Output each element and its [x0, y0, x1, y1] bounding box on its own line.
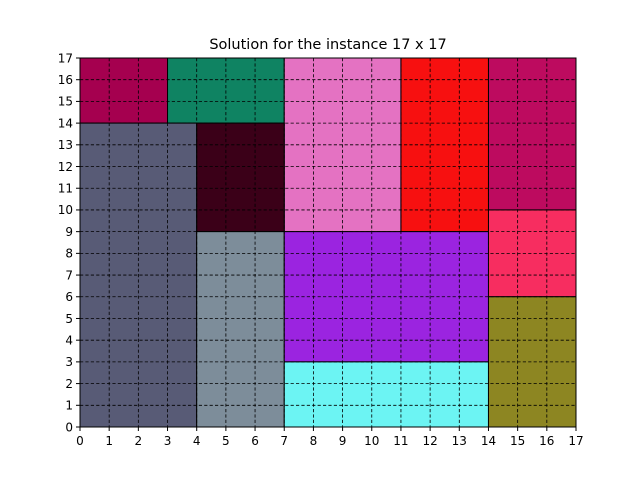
- packed-rectangle-11: [283, 361, 489, 428]
- y-tick-label: 1: [65, 399, 73, 413]
- packed-rectangle-1: [79, 57, 169, 124]
- y-tick-label: 2: [65, 377, 73, 391]
- x-tick-label: 14: [481, 434, 496, 448]
- y-tick-label: 0: [65, 420, 73, 434]
- x-tick-label: 11: [393, 434, 408, 448]
- rectangles-layer: [79, 57, 577, 428]
- x-tick-label: 0: [76, 434, 84, 448]
- x-tick-label: 12: [422, 434, 437, 448]
- x-tick-label: 1: [105, 434, 113, 448]
- x-tick-label: 15: [510, 434, 525, 448]
- y-tick-label: 5: [65, 312, 73, 326]
- packed-rectangle-8: [196, 231, 285, 428]
- x-tick-label: 6: [251, 434, 259, 448]
- y-tick-label: 9: [65, 225, 73, 239]
- y-tick-label: 10: [58, 203, 73, 217]
- y-tick-label: 4: [65, 333, 73, 347]
- y-tick-label: 3: [65, 355, 73, 369]
- x-tick-label: 3: [164, 434, 172, 448]
- axes-frame: [79, 57, 577, 428]
- x-tick-label: 16: [539, 434, 554, 448]
- x-tick-label: 17: [568, 434, 583, 448]
- packed-rectangle-7: [196, 122, 285, 233]
- axes-layer: 0 1 2 3 4 5 6 7 8 9 10 11 12 13 14 15 16 1701234567891011…: [58, 51, 584, 448]
- x-tick-label: 7: [280, 434, 288, 448]
- y-tick-label: 8: [65, 247, 73, 261]
- x-tick-label: 9: [339, 434, 347, 448]
- x-tick-label: 10: [364, 434, 379, 448]
- x-tick-label: 8: [310, 434, 318, 448]
- x-tick-label: 4: [193, 434, 201, 448]
- y-tick-label: 16: [58, 73, 73, 87]
- x-tick-label: 13: [452, 434, 467, 448]
- y-tick-label: 17: [58, 51, 73, 65]
- y-tick-label: 6: [65, 290, 73, 304]
- packed-rectangle-5: [487, 57, 577, 211]
- y-tick-label: 12: [58, 160, 73, 174]
- chart-title: Solution for the instance 17 x 17: [209, 37, 446, 53]
- y-tick-label: 13: [58, 138, 73, 152]
- y-tick-label: 14: [58, 116, 73, 130]
- y-tick-label: 7: [65, 268, 73, 282]
- y-tick-label: 15: [58, 95, 73, 109]
- x-tick-label: 2: [135, 434, 143, 448]
- y-tick-label: 11: [58, 182, 73, 196]
- x-tick-label: 5: [222, 434, 230, 448]
